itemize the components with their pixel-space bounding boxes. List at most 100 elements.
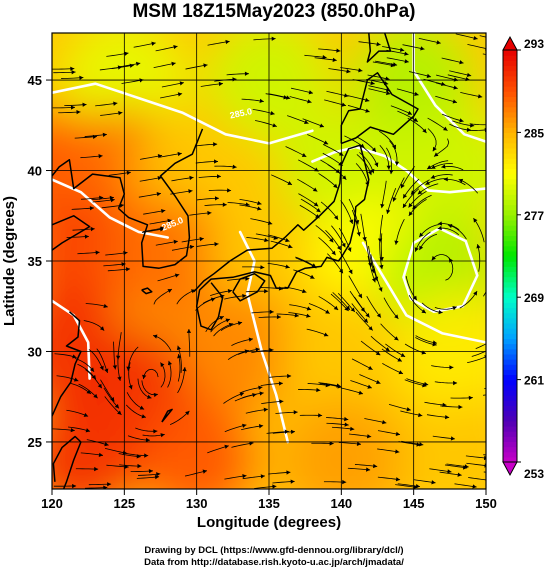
streamline: [468, 477, 486, 481]
streamline-arrow: [430, 174, 436, 179]
colorbar-segment: [503, 240, 517, 247]
colorbar-segment: [503, 436, 517, 442]
streamline-arrow: [225, 318, 231, 323]
streamline-arrow: [264, 289, 269, 294]
streamline-arrow: [436, 40, 441, 45]
streamline-arrow: [356, 231, 361, 237]
streamline-arrow: [363, 318, 368, 323]
streamline-arrow: [104, 442, 109, 447]
streamline: [395, 219, 405, 245]
streamline-arrow: [109, 195, 114, 201]
streamline-arrow: [457, 472, 462, 477]
streamline-arrow: [466, 72, 472, 78]
streamline-arrow: [502, 472, 506, 476]
isotherm: [238, 230, 290, 444]
streamline-arrow: [141, 414, 146, 419]
y-tick-label: 30: [28, 344, 42, 359]
streamline-arrow: [371, 147, 377, 152]
streamline-arrow: [118, 110, 123, 116]
x-tick-label: 145: [403, 496, 425, 511]
streamline-arrow: [390, 63, 395, 68]
streamline-arrow: [248, 337, 253, 342]
streamline-arrow: [160, 433, 165, 438]
streamline-arrow: [93, 393, 98, 399]
streamline: [360, 213, 366, 242]
streamline: [483, 454, 486, 456]
colorbar-bottom-arrow: [502, 461, 518, 477]
streamline-arrow: [344, 93, 349, 98]
streamline-arrow: [365, 467, 371, 472]
colorbar-tick-label: 269: [524, 291, 544, 305]
streamline-arrow: [213, 142, 218, 147]
streamline: [325, 229, 342, 251]
streamline-arrow: [70, 428, 75, 433]
coastline: [193, 144, 370, 331]
x-tick-label: 150: [475, 496, 497, 511]
colorbar-segment: [503, 204, 517, 211]
streamline: [128, 362, 133, 390]
streamline-arrow: [176, 345, 182, 351]
streamline: [348, 275, 363, 299]
streamline-arrow: [453, 380, 458, 386]
colorbar-segment: [503, 343, 517, 350]
streamline-arrow: [271, 36, 276, 41]
streamline: [386, 147, 392, 175]
streamline-arrow: [344, 416, 349, 422]
colorbar-segment: [503, 384, 517, 391]
streamline-arrow: [70, 105, 75, 110]
streamline: [298, 193, 319, 207]
streamline: [405, 275, 418, 301]
streamline-arrow: [376, 42, 381, 47]
streamline-arrow: [392, 197, 397, 202]
streamline-arrow: [358, 293, 362, 299]
streamline-arrow: [264, 237, 269, 243]
colorbar-segment: [503, 271, 517, 278]
streamline-arrow: [346, 69, 351, 74]
streamline-arrow: [107, 482, 112, 487]
colorbar-segment: [503, 415, 517, 422]
colorbar-segment: [503, 137, 517, 144]
y-tick-label: 45: [28, 73, 42, 88]
streamline-arrow: [375, 351, 381, 356]
streamline-arrow: [313, 202, 319, 207]
streamline-arrow: [257, 206, 262, 211]
streamline-arrow: [306, 313, 311, 318]
streamline-arrow: [368, 326, 373, 331]
streamline-arrow: [379, 257, 384, 262]
streamline-arrow: [358, 390, 363, 395]
colorbar-segment: [503, 55, 517, 61]
streamline: [380, 323, 399, 341]
streamline-arrow: [316, 208, 321, 213]
streamline-arrow: [315, 214, 320, 219]
contour-label: 285.0: [229, 106, 253, 120]
streamline-arrow: [397, 357, 402, 362]
streamlines: [52, 33, 506, 489]
colorbar-segment: [503, 219, 517, 226]
y-tick: 35: [28, 254, 52, 269]
coastline: [340, 72, 419, 145]
streamline-arrow: [438, 309, 443, 315]
streamline: [379, 241, 383, 270]
streamline-arrow: [260, 474, 265, 479]
streamline: [348, 198, 359, 225]
streamline-arrow: [476, 244, 481, 249]
streamline-arrow: [160, 362, 165, 367]
colorbar-segment: [503, 420, 517, 427]
streamline-arrow: [437, 221, 443, 226]
streamline-arrow: [406, 407, 411, 412]
streamline: [402, 188, 420, 209]
streamline: [407, 117, 427, 134]
isotherm: [402, 227, 479, 313]
streamline-arrow: [119, 203, 124, 208]
streamline-arrow: [154, 475, 160, 480]
streamline-arrow: [473, 218, 478, 223]
colorbar-segment: [503, 405, 517, 412]
colorbar-segment: [503, 374, 517, 381]
streamline-arrow: [337, 245, 341, 251]
streamline-arrow: [214, 196, 219, 201]
streamline-arrow: [226, 188, 232, 193]
x-tick-label: 135: [258, 496, 280, 511]
streamline: [479, 35, 486, 38]
colorbar-segment: [503, 281, 517, 288]
